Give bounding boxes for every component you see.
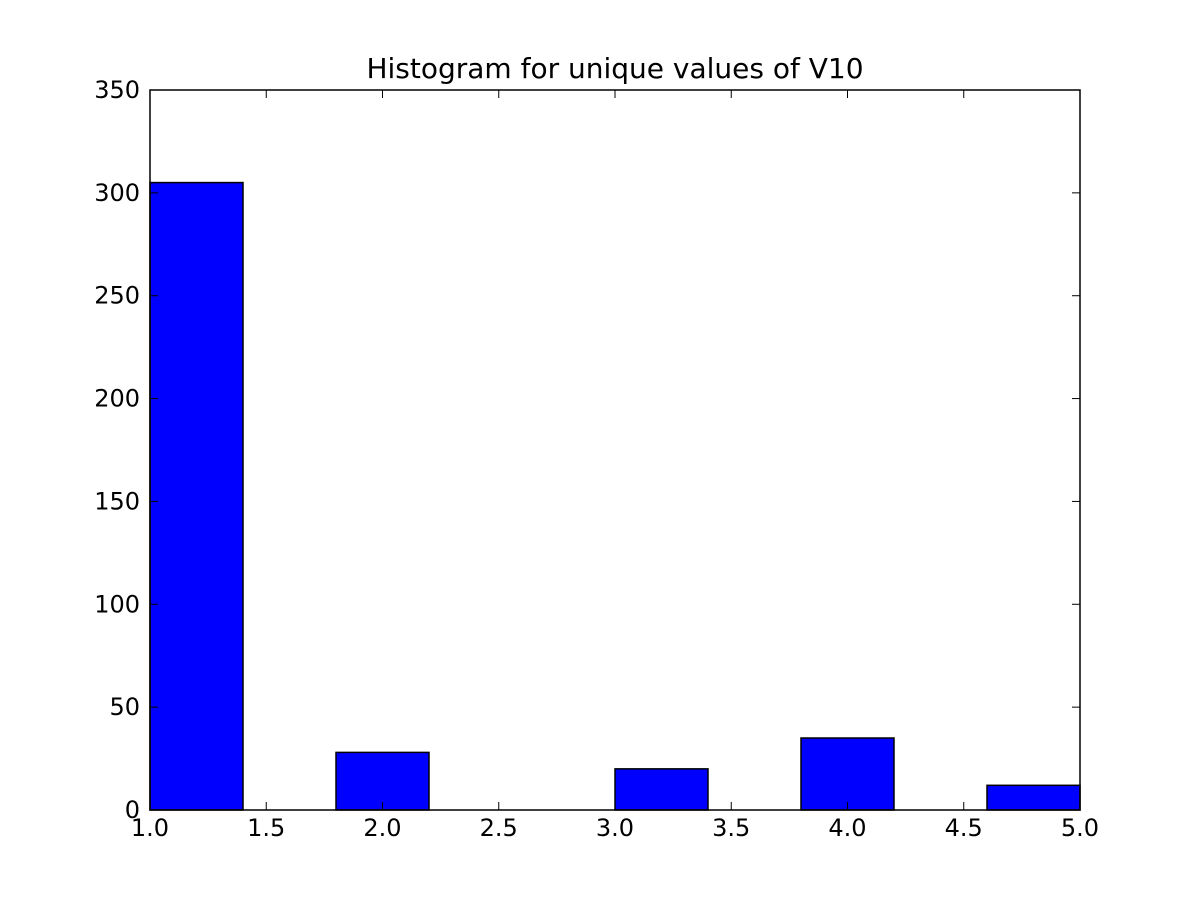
x-tick-label: 1.5	[247, 814, 285, 842]
x-tick-label: 4.0	[828, 814, 866, 842]
y-tick-label: 350	[94, 76, 140, 104]
histogram-bar	[800, 737, 895, 811]
x-tick-label: 1.0	[131, 814, 169, 842]
x-tick-label: 5.0	[1061, 814, 1099, 842]
plot-frame	[149, 89, 1081, 811]
y-tick-label: 300	[94, 179, 140, 207]
x-tick-label: 3.5	[712, 814, 750, 842]
histogram-bar	[986, 784, 1081, 811]
x-tick-label: 4.5	[945, 814, 983, 842]
y-tick-label: 250	[94, 282, 140, 310]
x-tick-label: 2.0	[363, 814, 401, 842]
y-tick-label: 200	[94, 385, 140, 413]
bars-layer	[149, 181, 1081, 811]
y-tick-label: 50	[109, 693, 140, 721]
x-tick-label: 2.5	[480, 814, 518, 842]
y-tick-label: 0	[125, 796, 140, 824]
histogram-bar	[335, 751, 430, 811]
x-tick-label: 3.0	[596, 814, 634, 842]
y-tick-label: 150	[94, 487, 140, 515]
histogram-bar	[149, 181, 244, 811]
chart-title: Histogram for unique values of V10	[366, 52, 863, 85]
ticks-layer: 1.0 1.5 2.0 2.5 3.0 3.5 4.0 4.5 5.0 0 50 100 150 200 2…	[94, 76, 1099, 842]
y-tick-label: 100	[94, 590, 140, 618]
histogram-bar	[614, 768, 709, 811]
